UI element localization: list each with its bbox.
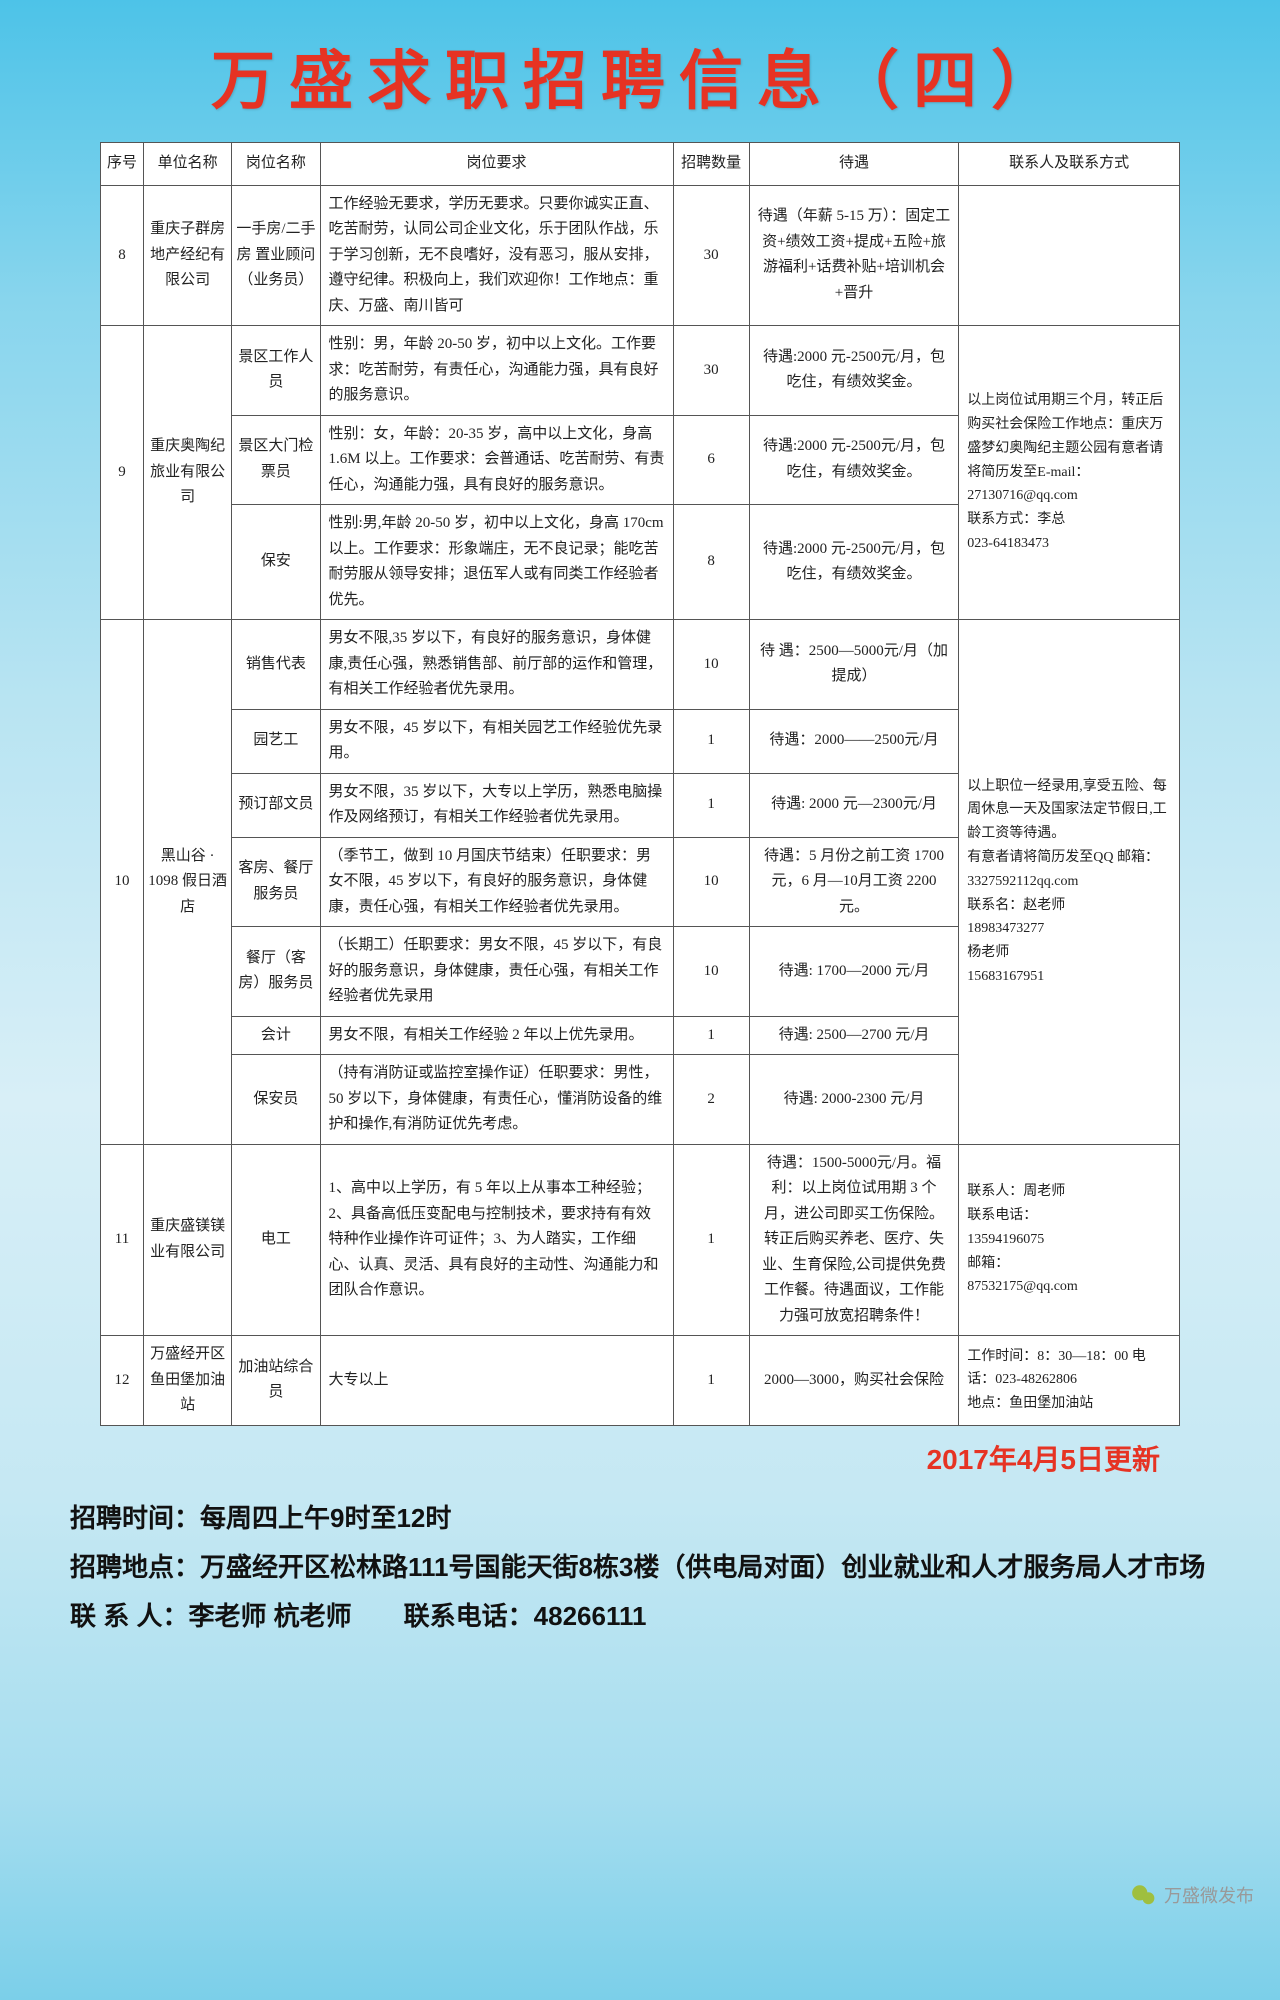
table-cell: 12: [101, 1336, 144, 1426]
table-cell: 11: [101, 1144, 144, 1336]
table-cell: （季节工，做到 10 月国庆节结束）任职要求：男女不限，45 岁以下，有良好的服…: [320, 837, 673, 927]
table-cell: 10: [673, 620, 749, 710]
table-cell: 销售代表: [232, 620, 320, 710]
table-row: 8重庆子群房地产经纪有限公司一手房/二手房 置业顾问（业务员）工作经验无要求，学…: [101, 185, 1180, 326]
table-cell: 客房、餐厅服务员: [232, 837, 320, 927]
table-cell: 8: [101, 185, 144, 326]
table-header-row: 序号 单位名称 岗位名称 岗位要求 招聘数量 待遇 联系人及联系方式: [101, 143, 1180, 186]
footer-addr: 招聘地点：万盛经开区松林路111号国能天街8栋3楼（供电局对面）创业就业和人才服…: [70, 1543, 1210, 1592]
header-contact: 联系人及联系方式: [959, 143, 1180, 186]
table-cell: 待遇：5 月份之前工资 1700 元，6 月—10月工资 2200 元。: [749, 837, 959, 927]
table-cell: 万盛经开区鱼田堡加油站: [144, 1336, 232, 1426]
table-cell: 以上职位一经录用,享受五险、每周休息一天及国家法定节假日,工龄工资等待遇。 有意…: [959, 620, 1180, 1145]
table-cell: 30: [673, 326, 749, 416]
header-org: 单位名称: [144, 143, 232, 186]
jobs-table: 序号 单位名称 岗位名称 岗位要求 招聘数量 待遇 联系人及联系方式 8重庆子群…: [100, 142, 1180, 1426]
table-cell: [959, 185, 1180, 326]
table-cell: 会计: [232, 1016, 320, 1055]
table-cell: 黑山谷 · 1098 假日酒店: [144, 620, 232, 1145]
watermark-text: 万盛微发布: [1164, 1882, 1254, 1908]
table-cell: 景区工作人员: [232, 326, 320, 416]
table-cell: 男女不限,35 岁以下，有良好的服务意识，身体健康,责任心强，熟悉销售部、前厅部…: [320, 620, 673, 710]
table-cell: 2: [673, 1055, 749, 1145]
table-cell: 性别：男，年龄 20-50 岁，初中以上文化。工作要求：吃苦耐劳，有责任心，沟通…: [320, 326, 673, 416]
table-cell: 待遇: 2000-2300 元/月: [749, 1055, 959, 1145]
table-cell: 1: [673, 1144, 749, 1336]
table-cell: 男女不限，35 岁以下，大专以上学历，熟悉电脑操作及网络预订，有相关工作经验者优…: [320, 773, 673, 837]
table-cell: 待遇:2000 元-2500元/月，包吃住，有绩效奖金。: [749, 415, 959, 505]
table-cell: 保安: [232, 505, 320, 620]
table-cell: 大专以上: [320, 1336, 673, 1426]
table-cell: 电工: [232, 1144, 320, 1336]
jobs-table-container: 序号 单位名称 岗位名称 岗位要求 招聘数量 待遇 联系人及联系方式 8重庆子群…: [100, 142, 1180, 1426]
update-date: 2017年4月5日更新: [40, 1438, 1160, 1478]
table-cell: 1: [673, 1336, 749, 1426]
table-cell: 10: [101, 620, 144, 1145]
table-cell: 待遇: 2500—2700 元/月: [749, 1016, 959, 1055]
table-cell: 10: [673, 837, 749, 927]
table-cell: 园艺工: [232, 709, 320, 773]
header-req: 岗位要求: [320, 143, 673, 186]
footer-time: 招聘时间：每周四上午9时至12时: [70, 1494, 1210, 1543]
table-cell: 2000—3000，购买社会保险: [749, 1336, 959, 1426]
table-cell: 待遇: 1700—2000 元/月: [749, 927, 959, 1017]
wechat-icon: [1130, 1882, 1156, 1908]
header-cnt: 招聘数量: [673, 143, 749, 186]
table-cell: （长期工）任职要求：男女不限，45 岁以下，有良好的服务意识，身体健康，责任心强…: [320, 927, 673, 1017]
table-cell: 1: [673, 709, 749, 773]
table-cell: 工作时间：8：30—18：00 电话：023-48262806 地点：鱼田堡加油…: [959, 1336, 1180, 1426]
table-row: 11重庆盛镁镁业有限公司电工1、高中以上学历，有 5 年以上从事本工种经验；2、…: [101, 1144, 1180, 1336]
table-cell: 餐厅（客房）服务员: [232, 927, 320, 1017]
table-cell: 重庆盛镁镁业有限公司: [144, 1144, 232, 1336]
table-cell: 男女不限，有相关工作经验 2 年以上优先录用。: [320, 1016, 673, 1055]
table-cell: 待遇:2000 元-2500元/月，包吃住，有绩效奖金。: [749, 326, 959, 416]
watermark: 万盛微发布: [1130, 1882, 1254, 1908]
table-cell: （持有消防证或监控室操作证）任职要求：男性，50 岁以下，身体健康，有责任心，懂…: [320, 1055, 673, 1145]
table-row: 10黑山谷 · 1098 假日酒店销售代表男女不限,35 岁以下，有良好的服务意…: [101, 620, 1180, 710]
header-pos: 岗位名称: [232, 143, 320, 186]
footer-info: 招聘时间：每周四上午9时至12时 招聘地点：万盛经开区松林路111号国能天街8栋…: [70, 1494, 1210, 1642]
table-cell: 景区大门检票员: [232, 415, 320, 505]
table-cell: 待 遇：2500—5000元/月（加提成）: [749, 620, 959, 710]
table-cell: 待遇（年薪 5-15 万）：固定工资+绩效工资+提成+五险+旅游福利+话费补贴+…: [749, 185, 959, 326]
table-cell: 一手房/二手房 置业顾问（业务员）: [232, 185, 320, 326]
table-cell: 1、高中以上学历，有 5 年以上从事本工种经验；2、具备高低压变配电与控制技术，…: [320, 1144, 673, 1336]
table-cell: 1: [673, 1016, 749, 1055]
table-cell: 男女不限，45 岁以下，有相关园艺工作经验优先录用。: [320, 709, 673, 773]
table-cell: 待遇: 2000 元—2300元/月: [749, 773, 959, 837]
table-cell: 加油站综合员: [232, 1336, 320, 1426]
table-cell: 性别:男,年龄 20-50 岁，初中以上文化，身高 170cm 以上。工作要求：…: [320, 505, 673, 620]
table-cell: 8: [673, 505, 749, 620]
table-cell: 1: [673, 773, 749, 837]
table-cell: 9: [101, 326, 144, 620]
table-cell: 以上岗位试用期三个月，转正后购买社会保险工作地点：重庆万盛梦幻奥陶纪主题公园有意…: [959, 326, 1180, 620]
table-cell: 工作经验无要求，学历无要求。只要你诚实正直、吃苦耐劳，认同公司企业文化，乐于团队…: [320, 185, 673, 326]
table-cell: 性别：女，年龄：20-35 岁，高中以上文化，身高 1.6M 以上。工作要求：会…: [320, 415, 673, 505]
header-idx: 序号: [101, 143, 144, 186]
table-cell: 6: [673, 415, 749, 505]
table-cell: 重庆子群房地产经纪有限公司: [144, 185, 232, 326]
header-treat: 待遇: [749, 143, 959, 186]
table-cell: 10: [673, 927, 749, 1017]
footer-contact: 联 系 人：李老师 杭老师 联系电话：48266111: [70, 1592, 1210, 1641]
table-cell: 待遇：1500-5000元/月。福利：以上岗位试用期 3 个月，进公司即买工伤保…: [749, 1144, 959, 1336]
table-cell: 待遇：2000——2500元/月: [749, 709, 959, 773]
table-cell: 30: [673, 185, 749, 326]
table-cell: 重庆奥陶纪旅业有限公司: [144, 326, 232, 620]
page-title: 万盛求职招聘信息（四）: [40, 30, 1240, 122]
table-cell: 待遇:2000 元-2500元/月，包吃住，有绩效奖金。: [749, 505, 959, 620]
table-cell: 预订部文员: [232, 773, 320, 837]
table-cell: 联系人：周老师 联系电话： 13594196075 邮箱： 87532175@q…: [959, 1144, 1180, 1336]
table-cell: 保安员: [232, 1055, 320, 1145]
table-row: 12万盛经开区鱼田堡加油站加油站综合员大专以上12000—3000，购买社会保险…: [101, 1336, 1180, 1426]
table-row: 9重庆奥陶纪旅业有限公司景区工作人员性别：男，年龄 20-50 岁，初中以上文化…: [101, 326, 1180, 416]
